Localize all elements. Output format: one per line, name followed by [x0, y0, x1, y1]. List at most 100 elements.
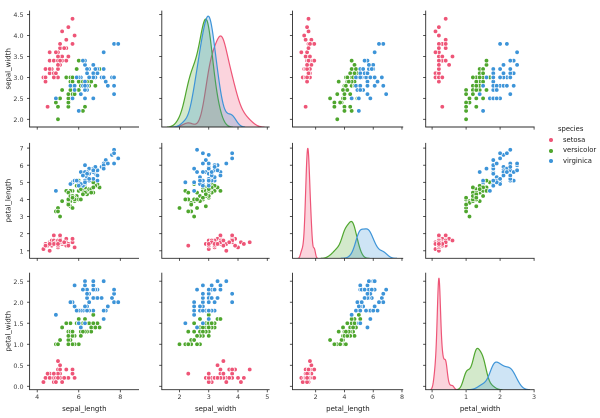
kde-line-virginica [340, 228, 398, 259]
scatter-versicolor [327, 307, 363, 347]
virginica-swatch-icon [549, 159, 553, 164]
x-tick-label: 4 [236, 393, 240, 401]
legend-item-versicolor: versicolor [540, 145, 600, 156]
scatter-setosa [432, 16, 456, 110]
scatter-virginica [53, 41, 121, 114]
plot-area [166, 15, 266, 128]
subplot-sepal_width-vs-sepal_width [159, 10, 270, 130]
scatter-versicolor [463, 177, 496, 220]
kde-line-versicolor [320, 220, 370, 259]
subplot-petal_length-vs-petal_length [289, 142, 404, 261]
subplot-sepal_width-vs-petal_length [289, 10, 404, 130]
subplot-petal_width-vs-petal_width: 0 1 2 3 [423, 272, 536, 401]
plot-area [432, 16, 520, 122]
plot-area [176, 278, 253, 385]
x-axis-label-sepal_length: sepal_length [62, 405, 106, 413]
kde-fill-setosa [297, 148, 318, 259]
kde-fill-versicolor [166, 19, 234, 128]
plot-area [297, 147, 398, 259]
scatter-virginica [477, 147, 520, 194]
kde-line-virginica [172, 15, 246, 128]
legend-label-versicolor: versicolor [563, 146, 597, 155]
x-tick-label: 2 [498, 393, 502, 401]
y-tick-label: 3.0 [13, 74, 23, 82]
plot-area [432, 147, 520, 254]
x-tick-label: 2 [177, 393, 181, 401]
y-tick-label: 4.5 [13, 11, 23, 19]
kde-fill-virginica [340, 228, 398, 259]
x-tick-label: 2 [314, 393, 318, 401]
legend-title: species [558, 125, 584, 133]
kde-line-virginica [466, 361, 531, 390]
versicolor-swatch-icon [549, 148, 553, 153]
x-tick-label: 8 [400, 393, 404, 401]
subplot-petal_length-vs-petal_width [423, 142, 535, 261]
subplot-petal_width-vs-petal_length: 2 4 6 8 [289, 272, 404, 401]
scatter-virginica [53, 278, 121, 331]
legend-label-setosa: setosa [563, 135, 586, 144]
x-tick-label: 8 [118, 393, 122, 401]
subplot-petal_width-vs-sepal_width: 2 3 4 5 [159, 272, 270, 401]
scatter-setosa [432, 232, 456, 254]
y-tick-label: 5 [20, 179, 24, 187]
x-tick-label: 6 [371, 393, 375, 401]
kde-fill-virginica [172, 16, 246, 127]
y-tick-label: 6 [20, 162, 24, 170]
scatter-virginica [477, 41, 520, 114]
y-tick-label: 3 [20, 213, 24, 221]
scatter-virginica [182, 147, 235, 194]
x-tick-label: 1 [464, 393, 468, 401]
y-tick-label: 4.0 [13, 32, 23, 40]
plot-area [430, 277, 531, 390]
kde-line-setosa [297, 147, 319, 259]
y-tick-label: 1 [20, 247, 24, 255]
y-tick-label: 4 [20, 196, 24, 204]
y-tick-label: 2.0 [13, 116, 23, 124]
plot-area [298, 278, 389, 385]
y-tick-label: 7 [20, 145, 24, 153]
scatter-virginica [182, 278, 235, 331]
y-axis-label-sepal_width: sepal_width [5, 48, 13, 89]
legend-label-virginica: virginica [563, 156, 592, 165]
scatter-setosa [298, 358, 317, 385]
kde-line-versicolor [456, 347, 503, 390]
y-axis-label-petal_width: petal_width [5, 311, 13, 352]
scatter-setosa [40, 232, 78, 254]
subplot-sepal_width-vs-sepal_length: 2.0 2.5 3.0 3.5 4.0 4.5 [13, 10, 139, 130]
x-axis-label-petal_width: petal_width [460, 405, 501, 413]
y-axis-label-petal_length: petal_length [5, 179, 13, 223]
legend-item-setosa: setosa [540, 135, 600, 146]
kde-line-setosa [172, 35, 266, 128]
kde-line-setosa [430, 277, 458, 390]
y-tick-label: 2.5 [13, 278, 23, 286]
kde-fill-setosa [430, 278, 458, 390]
scatter-versicolor [53, 307, 103, 347]
y-tick-label: 2.0 [13, 299, 23, 307]
scatter-setosa [185, 358, 253, 385]
subplot-petal_length-vs-sepal_width [159, 142, 270, 261]
x-tick-label: 4 [35, 393, 39, 401]
y-tick-label: 1.5 [13, 320, 23, 328]
y-tick-label: 1.0 [13, 341, 23, 349]
scatter-setosa [40, 358, 78, 385]
x-tick-label: 6 [77, 393, 81, 401]
subplot-petal_width-vs-sepal_length: 4 6 8 0.0 0.5 1.0 1.5 2.0 2.5 [13, 272, 139, 401]
x-tick-label: 0 [430, 393, 434, 401]
scatter-versicolor [176, 307, 224, 347]
x-axis-label-petal_length: petal_length [326, 405, 370, 413]
y-tick-label: 3.5 [13, 53, 23, 61]
kde-fill-versicolor [320, 221, 370, 259]
x-tick-label: 3 [207, 393, 211, 401]
plot-area [176, 147, 253, 254]
kde-line-versicolor [166, 18, 234, 128]
scatter-setosa [185, 232, 253, 254]
plot-area [40, 16, 121, 122]
legend: species setosa versicolor virginica [540, 123, 600, 167]
x-axis-label-sepal_width: sepal_width [195, 405, 236, 413]
plot-area [40, 147, 121, 254]
setosa-swatch-icon [549, 137, 553, 142]
y-tick-label: 0.0 [13, 383, 23, 391]
scatter-setosa [298, 16, 317, 110]
x-tick-label: 3 [532, 393, 536, 401]
